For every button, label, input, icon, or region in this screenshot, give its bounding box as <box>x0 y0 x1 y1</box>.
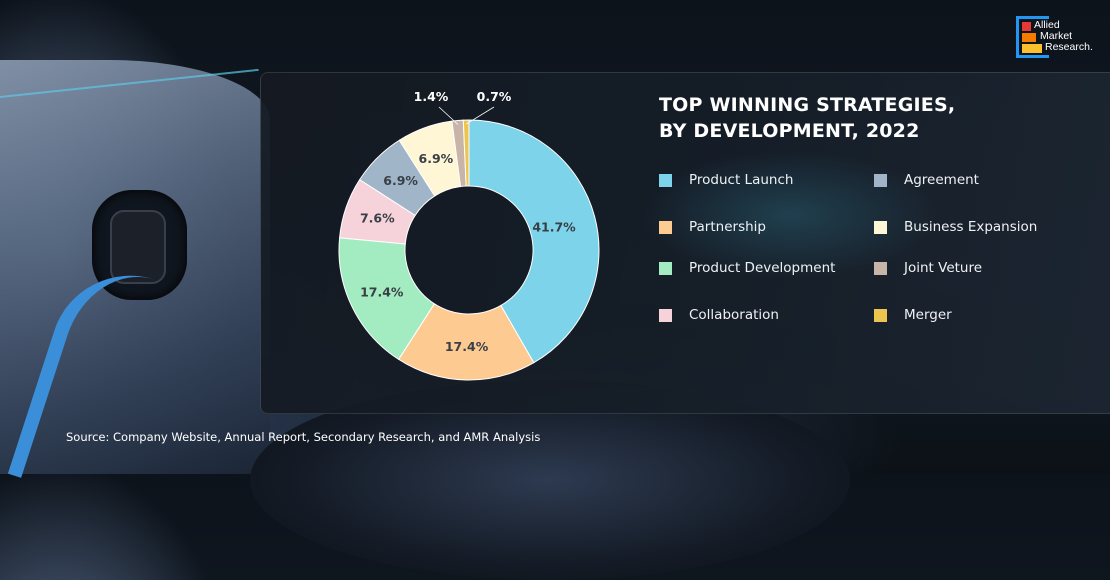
data-label: 6.9% <box>383 173 418 188</box>
legend-swatch <box>874 261 887 275</box>
legend-item: Product Launch <box>659 172 793 188</box>
legend-item: Collaboration <box>659 307 779 323</box>
data-label: 7.6% <box>360 210 395 225</box>
allied-market-research-logo: Allied Market Research. <box>1016 16 1098 62</box>
logo-text-3: Research. <box>1045 41 1093 53</box>
logo-bar-orange <box>1022 33 1036 42</box>
legend-label: Collaboration <box>689 307 779 323</box>
data-label: 41.7% <box>532 219 576 234</box>
legend-item: Merger <box>874 307 952 323</box>
logo-bar-yellow <box>1022 44 1042 53</box>
legend-item: Product Development <box>659 260 835 276</box>
legend-swatch <box>874 173 887 187</box>
legend-swatch <box>659 308 672 322</box>
data-label: 17.4% <box>445 339 489 354</box>
legend-label: Product Launch <box>689 172 794 188</box>
legend-swatch <box>659 173 672 187</box>
data-label: 6.9% <box>419 151 454 166</box>
chart-title: TOP WINNING STRATEGIES, BY DEVELOPMENT, … <box>659 92 955 144</box>
legend-swatch <box>874 308 887 322</box>
legend-swatch <box>874 220 887 234</box>
legend-swatch <box>659 220 672 234</box>
logo-text-1: Allied <box>1034 19 1060 31</box>
leader-line <box>438 106 459 125</box>
source-note: Source: Company Website, Annual Report, … <box>66 430 541 444</box>
chart-title-line-1: TOP WINNING STRATEGIES, <box>659 94 956 116</box>
legend-item: Agreement <box>874 172 979 188</box>
logo-text-2: Market <box>1040 30 1073 42</box>
legend-label: Joint Veture <box>904 260 983 276</box>
data-label: 0.7% <box>477 89 512 104</box>
legend-item: Joint Veture <box>874 260 982 276</box>
data-label: 17.4% <box>360 284 404 299</box>
leader-line <box>466 106 495 125</box>
legend-label: Agreement <box>904 172 979 188</box>
donut-chart: 41.7% 17.4% 17.4% 7.6% 6.9%6.9% 1.4% 0.7% <box>338 89 600 381</box>
logo-frame <box>1016 16 1049 58</box>
charging-plug <box>110 210 166 284</box>
legend-item: Business Expansion <box>874 219 1037 235</box>
donut-slice-product-launch <box>468 119 600 364</box>
panel-glow <box>640 150 940 280</box>
legend-label: Merger <box>904 307 952 323</box>
legend-label: Product Development <box>689 260 836 276</box>
legend-swatch <box>659 261 672 275</box>
legend-item: Partnership <box>659 219 766 235</box>
chart-title-line-2: BY DEVELOPMENT, 2022 <box>659 120 920 142</box>
data-label: 1.4% <box>414 89 449 104</box>
logo-bar-red <box>1022 22 1031 31</box>
legend-label: Partnership <box>689 219 766 235</box>
legend-label: Business Expansion <box>904 219 1038 235</box>
donut-slice-merger <box>462 119 470 187</box>
